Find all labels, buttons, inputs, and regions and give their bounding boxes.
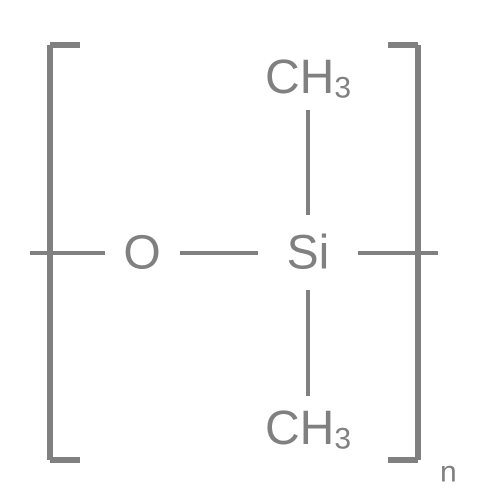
ch3-bot-sub: 3 [334,422,351,455]
atom-silicon: Si [287,227,330,280]
group-ch3-top: CH3 [265,51,351,105]
ch3-top-sub: 3 [334,71,351,104]
ch3-bot-main: CH [265,402,334,455]
chemical-structure-svg: O Si CH3 CH3 n [0,0,500,500]
repeat-subscript-n: n [440,456,457,489]
atom-oxygen: O [123,227,160,280]
ch3-top-main: CH [265,51,334,104]
group-ch3-bottom: CH3 [265,402,351,456]
